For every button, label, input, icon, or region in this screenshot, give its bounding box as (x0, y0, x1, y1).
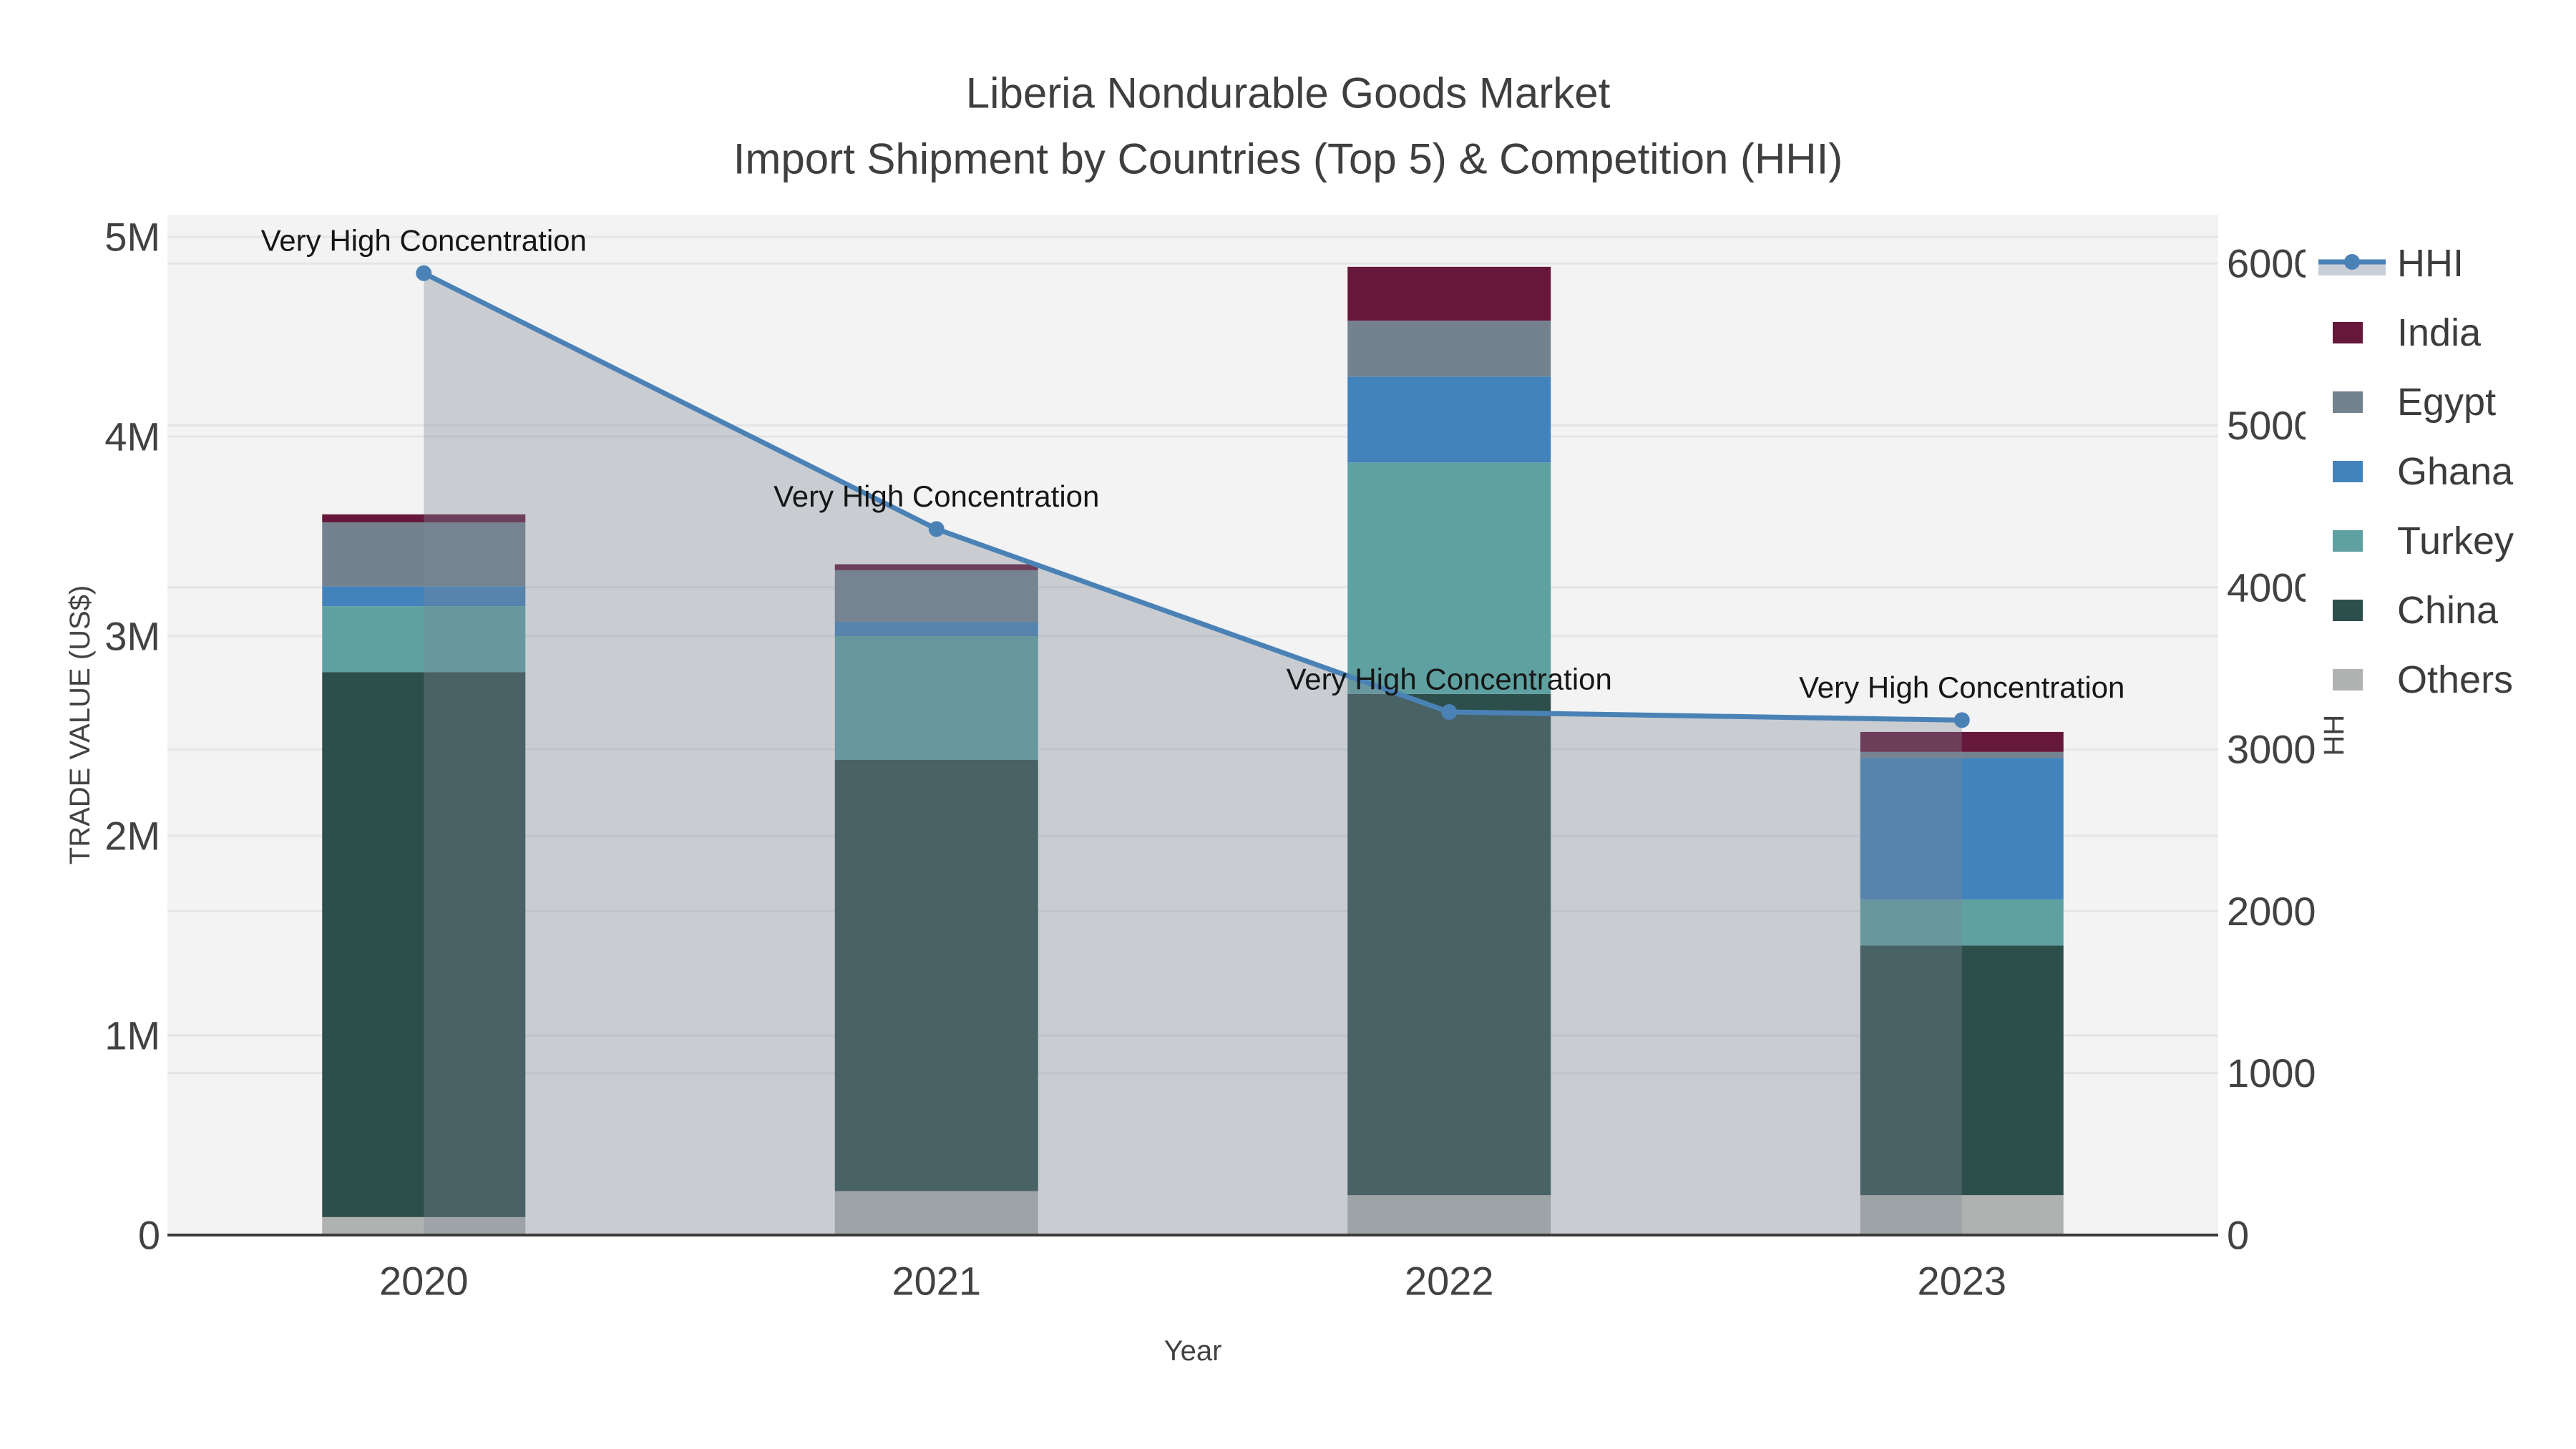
bar-segment-2020-others[interactable] (322, 1216, 526, 1235)
y-right-tick-5000: 5000 (2227, 403, 2316, 448)
chart-title-line1: Liberia Nondurable Goods Market (966, 69, 1611, 117)
annotation-2021: Very High Concentration (774, 479, 1099, 513)
bar-segment-2021-turkey[interactable] (834, 636, 1038, 760)
legend-swatch-turkey (2333, 530, 2363, 552)
bar-segment-2022-turkey[interactable] (1347, 462, 1551, 694)
bar-segment-2022-india[interactable] (1347, 266, 1551, 321)
bar-segment-2023-china[interactable] (1860, 945, 2064, 1196)
legend-row-others[interactable]: Others (2333, 658, 2513, 701)
legend-row-ghana[interactable]: Ghana (2333, 450, 2514, 493)
hhi-point-2020[interactable] (416, 265, 432, 281)
legend-row-india[interactable]: India (2333, 311, 2482, 354)
hhi-area-polygon (424, 273, 1962, 1235)
y-left-tick-0: 0 (138, 1213, 160, 1258)
legend-label-india: India (2397, 311, 2482, 354)
y-left-tick-5M: 5M (104, 215, 160, 260)
legend-row-china[interactable]: China (2333, 589, 2499, 632)
y-right-tick-4000: 4000 (2227, 565, 2316, 610)
chart-title-line2: Import Shipment by Countries (Top 5) & C… (733, 135, 1843, 183)
annotations: Very High Concentration Very High Concent… (261, 223, 2125, 704)
legend-swatch-ghana (2333, 461, 2363, 482)
bar-segment-2021-others[interactable] (834, 1191, 1038, 1235)
legend-hhi-marker-icon (2344, 254, 2360, 270)
legend-label-ghana: Ghana (2397, 450, 2514, 493)
hhi-point-2022[interactable] (1441, 704, 1458, 721)
legend-label-others: Others (2397, 658, 2513, 701)
bar-segment-2020-india[interactable] (322, 514, 526, 522)
x-tick-2023: 2023 (1917, 1259, 2006, 1304)
annotation-2023: Very High Concentration (1799, 670, 2124, 704)
bar-segment-2022-egypt[interactable] (1347, 321, 1551, 377)
legend-row-hhi[interactable]: HHI (2318, 242, 2464, 285)
hhi-area-fill (424, 273, 1962, 1235)
annotation-2020: Very High Concentration (261, 223, 587, 257)
y-right-tick-2000: 2000 (2227, 889, 2316, 934)
bar-segment-2020-turkey[interactable] (322, 606, 526, 673)
bar-segment-2023-india[interactable] (1860, 731, 2064, 752)
y-left-tick-2M: 2M (104, 814, 160, 859)
bar-segment-2021-egypt[interactable] (834, 570, 1038, 623)
y-left-tick-1M: 1M (104, 1013, 160, 1058)
y-left-tick-3M: 3M (104, 614, 160, 659)
x-tick-2021: 2021 (892, 1259, 981, 1304)
legend-swatch-egypt (2333, 391, 2363, 413)
legend: HHI India Egypt Ghana Turkey China Others (2306, 222, 2569, 717)
bar-segment-2022-ghana[interactable] (1347, 376, 1551, 463)
y-right-tick-3000: 3000 (2227, 727, 2316, 772)
legend-label-china: China (2397, 589, 2499, 632)
legend-row-turkey[interactable]: Turkey (2333, 519, 2514, 562)
bar-segment-2020-egypt[interactable] (322, 522, 526, 587)
hhi-point-2021[interactable] (928, 521, 945, 537)
x-axis-title: Year (1164, 1335, 1222, 1367)
hhi-line-series (416, 265, 1970, 728)
bar-segment-2022-china[interactable] (1347, 693, 1551, 1196)
annotation-2022: Very High Concentration (1287, 663, 1612, 696)
bar-segment-2023-turkey[interactable] (1860, 899, 2064, 946)
bar-segment-2021-india[interactable] (834, 564, 1038, 570)
bar-segment-2023-others[interactable] (1860, 1195, 2064, 1235)
stacked-bars (322, 266, 2064, 1235)
hhi-line (422, 270, 1962, 723)
x-tick-2020: 2020 (379, 1259, 469, 1304)
legend-swatch-india (2333, 322, 2363, 343)
bar-segment-2022-others[interactable] (1347, 1195, 1551, 1235)
legend-label-turkey: Turkey (2397, 519, 2514, 562)
y-right-tick-1000: 1000 (2227, 1050, 2316, 1096)
axis-tick-labels: 0 1M 2M 3M 4M 5M 0 1000 2000 3000 4000 5000 6000 2020… (104, 215, 2316, 1304)
legend-swatch-china (2333, 600, 2363, 621)
bar-segment-2023-ghana[interactable] (1860, 758, 2064, 900)
y-right-tick-0: 0 (2227, 1213, 2249, 1258)
bar-segment-2021-ghana[interactable] (834, 622, 1038, 636)
bar-segment-2023-egypt[interactable] (1860, 751, 2064, 758)
bar-segment-2020-ghana[interactable] (322, 586, 526, 607)
legend-swatch-others (2333, 669, 2363, 691)
y-left-tick-4M: 4M (104, 414, 160, 459)
x-tick-2022: 2022 (1405, 1259, 1494, 1304)
bar-segment-2020-china[interactable] (322, 672, 526, 1217)
legend-row-egypt[interactable]: Egypt (2333, 381, 2496, 424)
y-right-tick-6000: 6000 (2227, 241, 2316, 286)
legend-label-hhi: HHI (2397, 242, 2464, 285)
hhi-point-2023[interactable] (1953, 712, 1970, 728)
legend-label-egypt: Egypt (2397, 381, 2496, 424)
bar-segment-2021-china[interactable] (834, 759, 1038, 1191)
y-axis-left-title: TRADE VALUE (US$) (64, 585, 96, 864)
